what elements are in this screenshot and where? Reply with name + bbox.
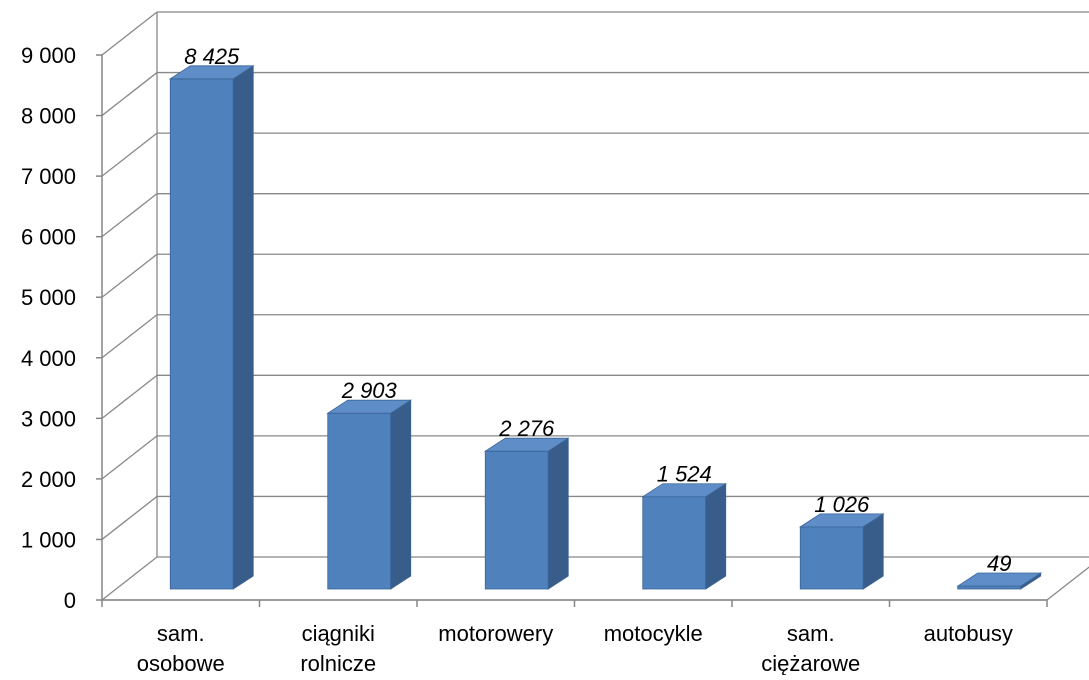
data-label: 2 276	[498, 416, 555, 441]
bar	[168, 65, 255, 590]
gridline-side	[101, 11, 158, 56]
x-tick-label: sam.	[787, 621, 835, 646]
y-tick-label: 7 000	[21, 164, 76, 189]
gridline-side	[101, 374, 158, 419]
data-label: 2 903	[341, 378, 398, 403]
bar-top	[956, 572, 1043, 587]
bar	[956, 572, 1043, 590]
bar	[798, 513, 885, 590]
y-tick-label: 6 000	[21, 225, 76, 250]
data-label: 1 524	[657, 462, 712, 487]
x-tick-label: motocykle	[604, 621, 703, 646]
y-tick-label: 1 000	[21, 527, 76, 552]
x-tick-label: ciężarowe	[761, 651, 860, 675]
bar-front	[484, 450, 549, 590]
bar	[641, 482, 728, 590]
bars	[168, 65, 1043, 590]
y-tick-label: 8 000	[21, 104, 76, 129]
y-tick-label: 3 000	[21, 406, 76, 431]
bar-front	[642, 496, 707, 590]
y-tick-label: 4 000	[21, 346, 76, 371]
bar-front	[957, 585, 1022, 590]
y-tick-label: 9 000	[21, 43, 76, 68]
bar	[483, 437, 570, 590]
x-tick-label: motorowery	[438, 621, 553, 646]
bar-side	[390, 399, 412, 590]
gridline-side	[101, 495, 158, 540]
labels: 0 1 000 2 000 3 000 4 000 5 000 6 000 7 000 8 00…	[21, 43, 1013, 676]
bar-top	[326, 399, 413, 414]
gridline-side	[101, 72, 158, 117]
x-tick-label: autobusy	[924, 621, 1013, 646]
bar-top	[483, 437, 570, 452]
axes	[96, 54, 1048, 607]
bar-top	[168, 65, 255, 80]
gridline-side	[101, 314, 158, 359]
x-tick-label: rolnicze	[300, 651, 376, 675]
gridline-side	[101, 435, 158, 480]
bar-front	[327, 412, 392, 590]
gridlines	[100, 11, 1089, 601]
data-label: 49	[987, 551, 1011, 576]
bar-front	[169, 78, 234, 590]
data-label: 1 026	[814, 492, 870, 517]
gridline-side	[101, 253, 158, 298]
bar-side	[232, 65, 254, 590]
x-tick-label: sam.	[157, 621, 205, 646]
bar-side	[547, 437, 569, 590]
y-tick-label: 0	[64, 588, 76, 613]
y-tick-label: 5 000	[21, 285, 76, 310]
bar-top	[798, 513, 885, 528]
data-label: 8 425	[184, 44, 240, 69]
x-tick-label: osobowe	[137, 651, 225, 675]
bar-front	[799, 526, 864, 590]
gridline-side	[101, 132, 158, 177]
y-tick-label: 2 000	[21, 467, 76, 492]
x-tick-label: ciągniki	[302, 621, 375, 646]
bar-top	[641, 483, 728, 498]
bar	[326, 399, 413, 590]
bar-side	[705, 482, 727, 590]
gridline-side	[101, 193, 158, 238]
